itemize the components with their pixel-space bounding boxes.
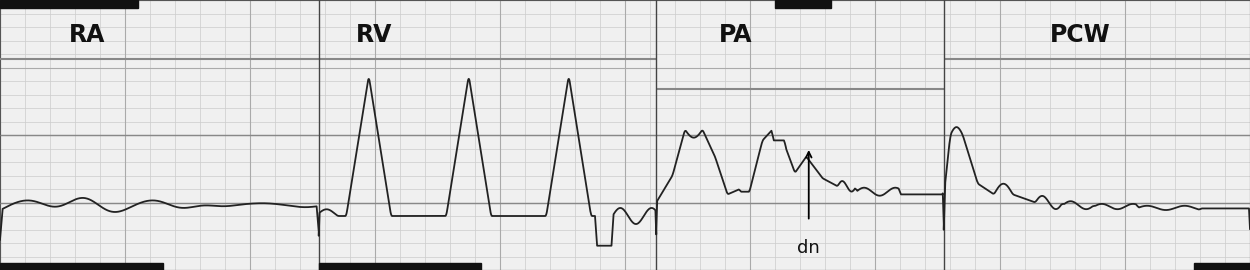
- Text: RV: RV: [356, 23, 392, 47]
- Text: PCW: PCW: [1050, 23, 1111, 47]
- Text: dn: dn: [798, 239, 820, 257]
- Bar: [775, 0, 831, 8]
- Text: RA: RA: [69, 23, 105, 47]
- Bar: [0, 0, 138, 8]
- Bar: [319, 263, 481, 270]
- Text: PA: PA: [719, 23, 752, 47]
- Bar: [1194, 263, 1250, 270]
- Bar: [0, 263, 162, 270]
